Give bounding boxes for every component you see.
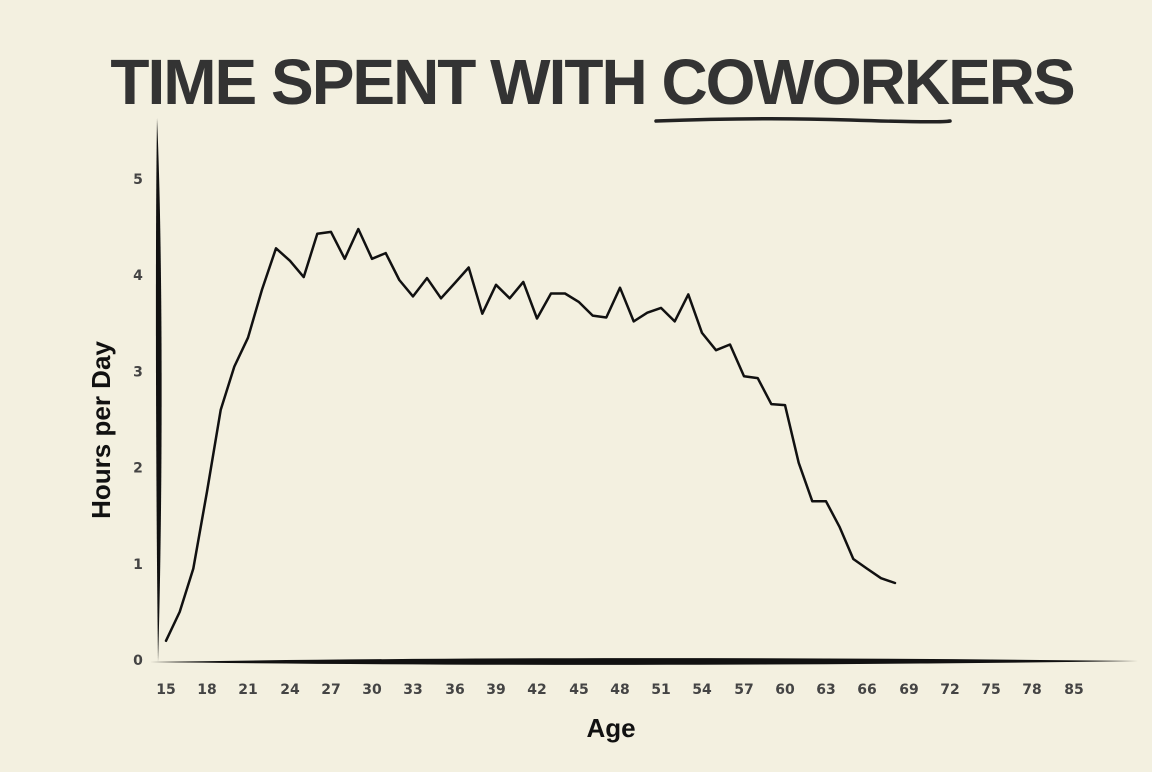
- x-tick-label: 54: [692, 682, 712, 698]
- series-line: [164, 227, 897, 643]
- x-tick-label: 45: [569, 682, 588, 698]
- x-tick-label: 42: [527, 682, 546, 698]
- y-tick-labels: 0 1 2 3 4 5: [133, 172, 143, 669]
- x-tick-label: 85: [1064, 682, 1083, 698]
- y-tick-label: 2: [133, 461, 143, 477]
- y-axis-line: [155, 118, 162, 662]
- x-tick-label: 63: [816, 682, 835, 698]
- x-tick-label: 57: [734, 682, 753, 698]
- y-axis-title: Hours per Day: [86, 341, 116, 519]
- series-layer: [164, 227, 897, 643]
- x-tick-label: 21: [238, 682, 257, 698]
- x-axis-line: [150, 658, 1138, 665]
- y-tick-label: 0: [133, 653, 143, 669]
- x-tick-label: 30: [362, 682, 382, 698]
- x-axis-title: Age: [586, 713, 635, 743]
- x-tick-label: 60: [775, 682, 795, 698]
- x-tick-label: 72: [940, 682, 959, 698]
- y-tick-label: 3: [133, 364, 143, 380]
- x-tick-label: 36: [445, 682, 464, 698]
- y-tick-label: 1: [133, 557, 143, 573]
- x-tick-labels: 15 18 21 24 27 30 33 36 39 42 45 48 51 54 57 60 63 66 69 72…: [156, 682, 1083, 698]
- x-tick-label: 27: [321, 682, 340, 698]
- x-tick-label: 24: [280, 682, 300, 698]
- x-tick-label: 33: [403, 682, 422, 698]
- chart-title-part1: TIME SPENT WITH: [110, 46, 661, 118]
- chart-title: TIME SPENT WITH COWORKERS: [110, 46, 1074, 118]
- x-tick-label: 69: [899, 682, 918, 698]
- x-tick-label: 18: [197, 682, 216, 698]
- chart-title-part2: COWORKERS: [661, 46, 1074, 118]
- x-tick-label: 75: [981, 682, 1000, 698]
- y-tick-label: 4: [133, 268, 143, 284]
- x-tick-label: 48: [610, 682, 629, 698]
- x-tick-label: 39: [486, 682, 505, 698]
- x-tick-label: 51: [651, 682, 670, 698]
- title-underline: [654, 116, 952, 124]
- x-tick-label: 78: [1022, 682, 1041, 698]
- y-tick-label: 5: [133, 172, 143, 188]
- x-tick-label: 15: [156, 682, 175, 698]
- x-tick-label: 66: [857, 682, 876, 698]
